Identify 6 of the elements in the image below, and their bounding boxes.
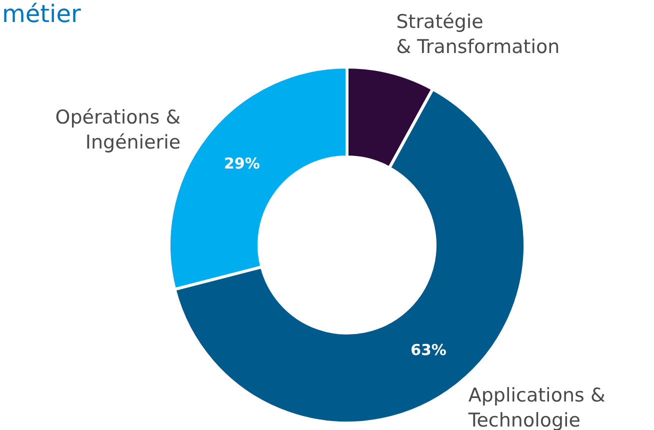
slice-label: Applications & Technologie (467, 384, 606, 430)
data-label: 29% (224, 154, 260, 172)
slice-label: Opérations & Ingénierie (55, 106, 181, 154)
data-label: 63% (410, 341, 446, 360)
chart-title: métier (2, 0, 81, 28)
slice-label: Stratégie & Transformation (396, 11, 560, 58)
